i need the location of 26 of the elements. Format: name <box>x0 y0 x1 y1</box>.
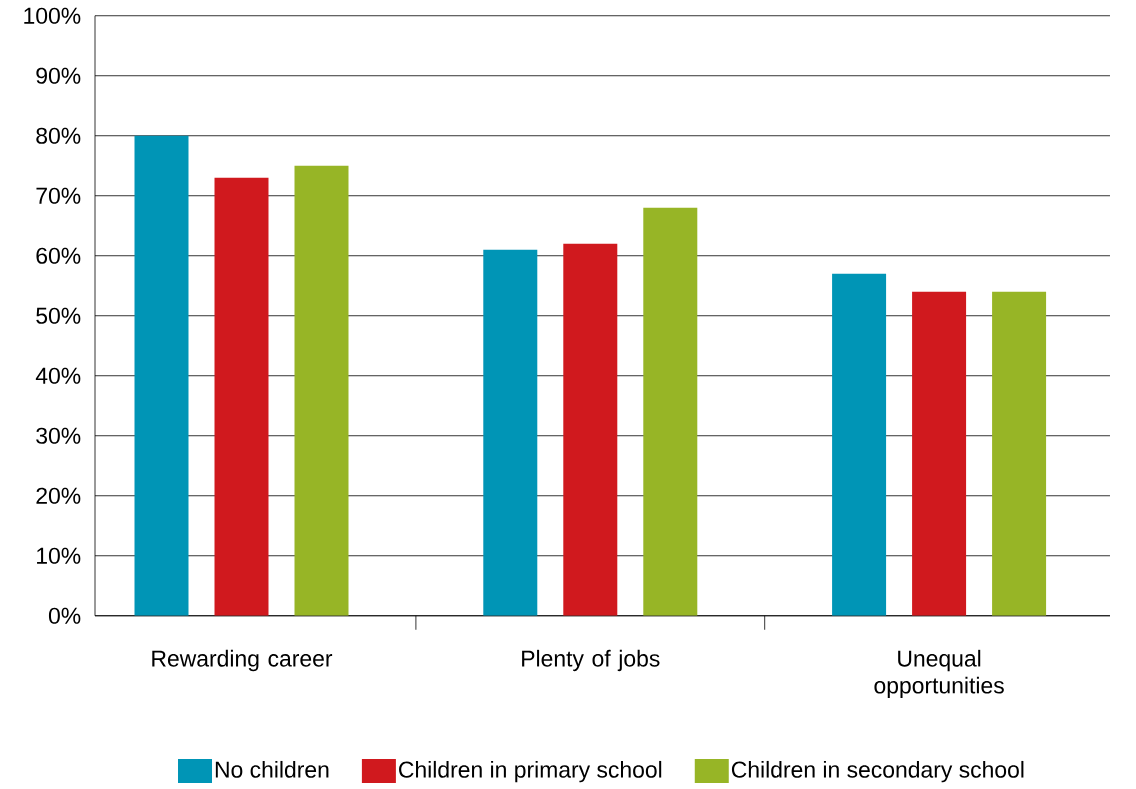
y-tick-label: 70% <box>36 187 81 204</box>
bar <box>643 207 698 616</box>
y-tick-label: 30% <box>36 427 81 444</box>
bar <box>992 291 1047 616</box>
x-tick-label: Rewarding career <box>152 649 333 672</box>
bar <box>563 243 618 616</box>
legend-label: No children <box>215 761 329 778</box>
y-tick-label: 0% <box>48 607 81 624</box>
y-tick-label: 10% <box>37 547 81 564</box>
y-tick-label: 80% <box>36 127 81 144</box>
legend-label: Children in secondary school <box>731 761 1024 783</box>
bar <box>912 291 967 616</box>
x-tick-label: Unequal opportunities <box>874 649 1004 699</box>
y-tick-label: 100% <box>24 7 81 24</box>
bar <box>832 273 887 616</box>
y-tick-label: 40% <box>35 367 81 384</box>
y-tick-label: 50% <box>36 307 81 324</box>
bar <box>483 249 538 616</box>
y-tick-label: 20% <box>36 487 81 504</box>
y-tick-label: 90% <box>36 67 81 84</box>
x-tick-label: Plenty of jobs <box>522 649 660 672</box>
y-tick-label: 60% <box>36 247 81 264</box>
bar <box>134 135 189 616</box>
bar <box>214 177 269 616</box>
legend-label: Children in primary school <box>399 761 662 783</box>
bar <box>294 165 349 616</box>
